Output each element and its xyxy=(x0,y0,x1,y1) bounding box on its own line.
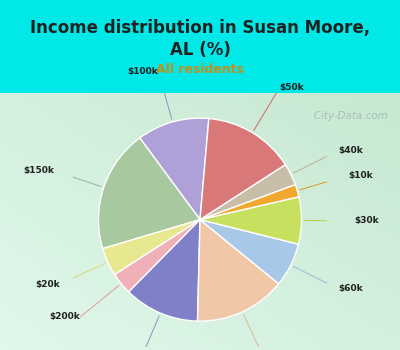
Text: Income distribution in Susan Moore,
AL (%): Income distribution in Susan Moore, AL (… xyxy=(30,19,370,59)
Text: $50k: $50k xyxy=(280,83,304,92)
Wedge shape xyxy=(200,197,302,244)
Text: $10k: $10k xyxy=(348,171,372,180)
Text: All residents: All residents xyxy=(156,63,244,76)
Text: $30k: $30k xyxy=(354,216,379,225)
Text: $200k: $200k xyxy=(50,313,80,321)
Text: $60k: $60k xyxy=(338,284,362,293)
Wedge shape xyxy=(129,220,200,321)
Wedge shape xyxy=(200,220,298,284)
Wedge shape xyxy=(200,164,295,220)
Text: City-Data.com: City-Data.com xyxy=(304,111,388,121)
Text: $20k: $20k xyxy=(35,280,60,289)
Wedge shape xyxy=(200,119,285,220)
Wedge shape xyxy=(103,220,200,275)
Text: $150k: $150k xyxy=(23,166,54,175)
Wedge shape xyxy=(115,220,200,292)
Wedge shape xyxy=(198,220,279,321)
Wedge shape xyxy=(140,118,209,220)
Text: $100k: $100k xyxy=(128,66,158,76)
Wedge shape xyxy=(98,138,200,248)
Wedge shape xyxy=(200,184,299,220)
Text: $40k: $40k xyxy=(338,146,363,155)
